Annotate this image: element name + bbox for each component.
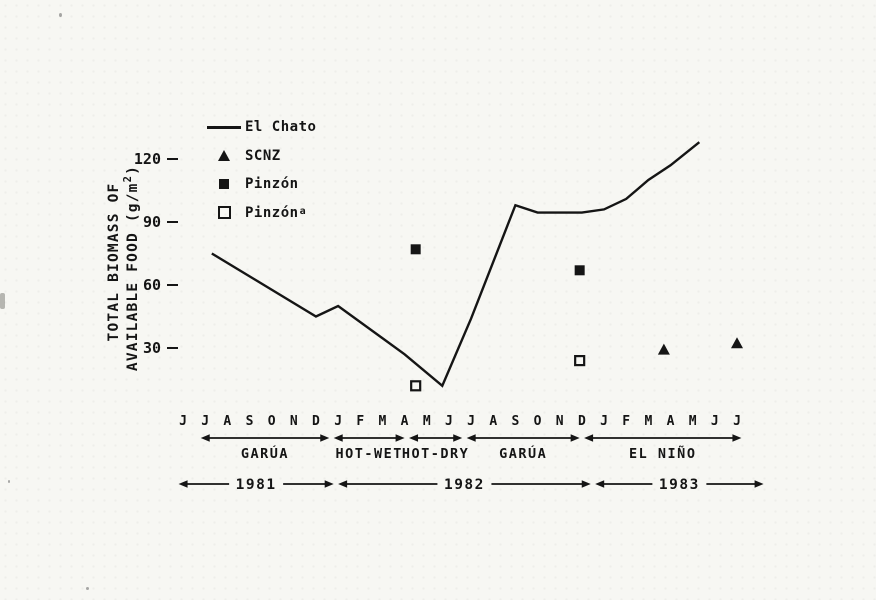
season-label: EL NIÑO — [629, 445, 696, 462]
month-label: A — [489, 414, 497, 429]
season-label: GARÚA — [499, 444, 547, 462]
month-label: M — [644, 414, 652, 429]
legend-superscript: a — [299, 206, 307, 218]
legend-label: SCNZ — [245, 147, 281, 164]
season-arrow-hot-wet-right-arrowhead — [395, 434, 405, 442]
legend-label: El Chato — [245, 119, 317, 136]
season-arrow-garua-left-arrowhead — [200, 434, 210, 442]
marker-square-filled-pinzon — [410, 244, 421, 255]
legend-item-el-chato: El Chato — [203, 113, 316, 142]
y-tick-label: 120 — [134, 150, 161, 168]
month-label: M — [689, 414, 697, 429]
month-label: M — [379, 414, 387, 429]
month-label: M — [423, 414, 431, 429]
year-label-mask — [437, 475, 492, 492]
marker-triangle-filled-scnz — [657, 343, 670, 355]
month-label: A — [667, 414, 675, 429]
month-label: J — [733, 414, 741, 429]
year-label-mask — [229, 475, 284, 492]
marker-square-filled-pinzon — [574, 265, 585, 276]
season-arrow-hot-dry-left-arrowhead — [409, 434, 419, 442]
marker-square-open-pinzon — [410, 380, 422, 392]
month-label: S — [511, 414, 519, 429]
month-label: J — [445, 414, 453, 429]
line-symbol — [203, 125, 245, 129]
month-label: J — [179, 414, 187, 429]
season-arrow-garua-right-arrowhead — [570, 434, 580, 442]
month-label: J — [467, 414, 475, 429]
season-arrow-garua-left-arrowhead — [466, 434, 476, 442]
month-label: A — [223, 414, 231, 429]
season-arrow-hot-dry-right-arrowhead — [453, 434, 463, 442]
month-label: N — [556, 414, 564, 429]
month-label: D — [312, 414, 320, 429]
season-arrow-hot-wet-left-arrowhead — [333, 434, 343, 442]
legend: El Chato SCNZ Pinzón Pinzón a — [203, 113, 316, 227]
year-label: 1982 — [444, 477, 485, 493]
y-axis-title-line1: TOTAL BIOMASS OF — [106, 183, 122, 342]
year-arrow-1981-right-arrowhead — [324, 480, 334, 488]
legend-label: Pinzón — [245, 204, 299, 221]
scan-speck — [59, 13, 62, 17]
square-filled-icon — [203, 179, 245, 190]
year-label-mask — [652, 475, 707, 492]
scan-speck — [8, 480, 10, 483]
season-label: HOT-DRY — [402, 446, 469, 462]
year-arrow-1983-left-arrowhead — [595, 480, 605, 488]
legend-item-pinzon: Pinzón — [203, 170, 316, 199]
month-label: N — [290, 414, 298, 429]
season-label: HOT-WET — [335, 446, 402, 462]
year-arrow-1983-right-arrowhead — [754, 480, 764, 488]
marker-triangle-filled-scnz — [731, 337, 743, 349]
year-arrow-1981-left-arrowhead — [178, 480, 188, 488]
month-label: F — [622, 414, 630, 429]
season-arrow-el-nino-left-arrowhead — [584, 434, 594, 442]
year-arrow-1982-left-arrowhead — [338, 480, 348, 488]
scan-edge-mark — [0, 293, 5, 309]
y-tick-label: 30 — [143, 339, 161, 357]
month-label: J — [334, 414, 342, 429]
marker-square-open-pinzon — [574, 355, 586, 367]
triangle-filled-icon — [203, 150, 245, 162]
year-label: 1983 — [659, 477, 700, 493]
season-arrow-garua-right-arrowhead — [320, 434, 330, 442]
y-tick-label: 60 — [143, 276, 161, 294]
legend-item-scnz: SCNZ — [203, 142, 316, 171]
month-label: O — [534, 414, 542, 429]
season-arrow-el-nino-right-arrowhead — [732, 434, 742, 442]
year-label: 1981 — [236, 477, 277, 493]
month-label: A — [401, 414, 409, 429]
month-label: O — [268, 414, 276, 429]
month-label: F — [356, 414, 364, 429]
legend-item-pinzon-a: Pinzón a — [203, 199, 316, 228]
month-label: J — [201, 414, 209, 429]
y-axis-title-line2: AVAILABLE FOOD (g/m2) — [122, 165, 141, 371]
month-label: D — [578, 414, 586, 429]
month-label: S — [246, 414, 254, 429]
month-label: J — [711, 414, 719, 429]
square-open-icon — [203, 206, 245, 220]
month-label: J — [600, 414, 608, 429]
season-label: GARÚA — [241, 444, 289, 462]
legend-label: Pinzón — [245, 176, 299, 193]
y-tick-label: 90 — [143, 213, 161, 231]
scan-speck — [86, 587, 89, 590]
series-line-el-chato — [211, 141, 701, 388]
year-arrow-1982-right-arrowhead — [581, 480, 591, 488]
